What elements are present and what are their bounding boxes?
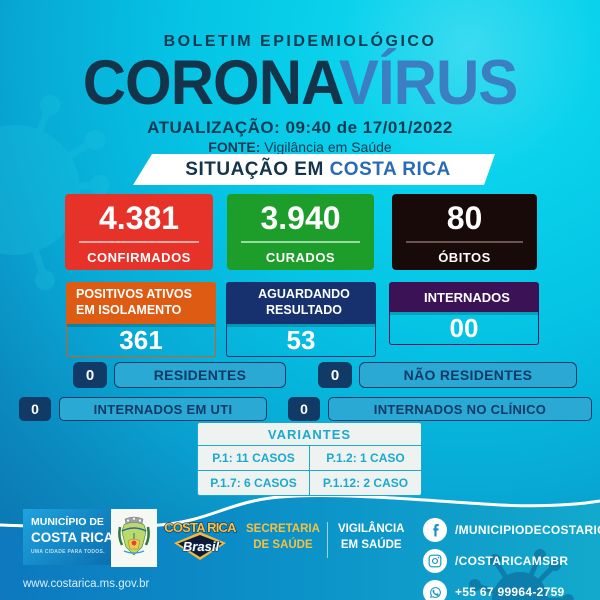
svg-text:Brasil: Brasil — [183, 539, 220, 554]
svg-text:COSTA RICA: COSTA RICA — [164, 520, 237, 535]
